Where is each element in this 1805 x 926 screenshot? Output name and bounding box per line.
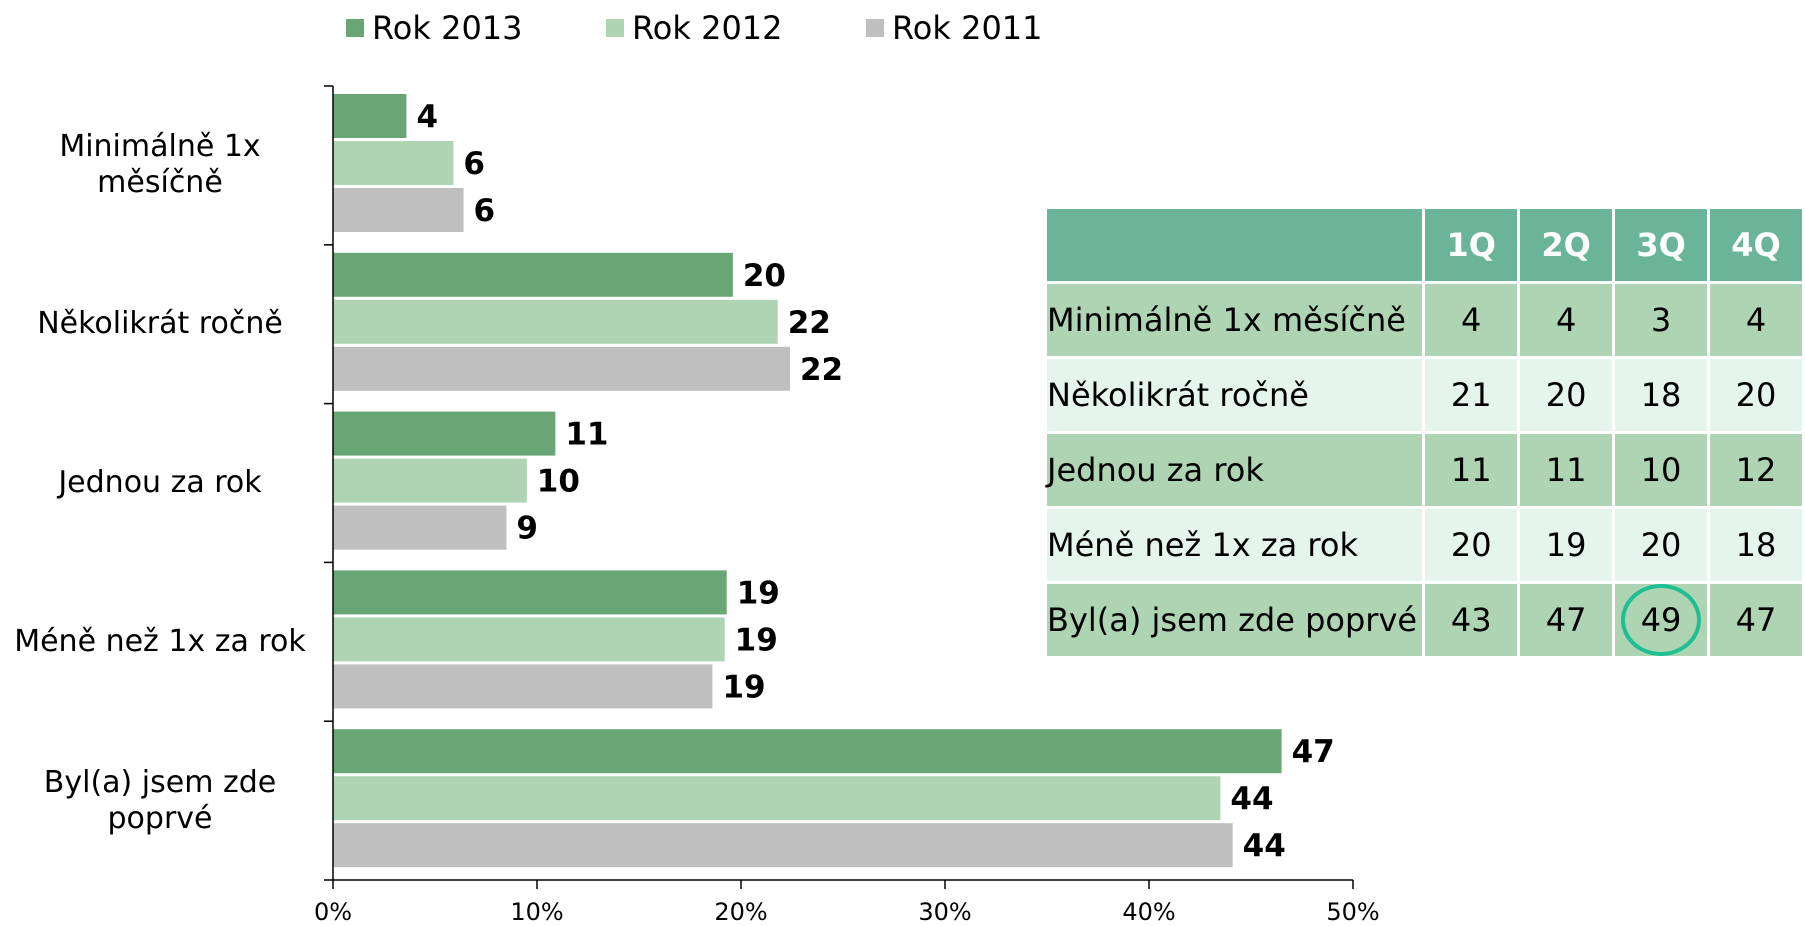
legend-item: Rok 2013 — [346, 8, 523, 48]
table-cell: 11 — [1422, 431, 1521, 509]
table-header-row: 1Q 2Q 3Q 4Q — [1043, 206, 1805, 284]
category-label: Několikrát ročně — [37, 306, 283, 342]
table-cell: 18 — [1707, 506, 1805, 584]
data-label: 19 — [735, 622, 778, 658]
data-label: 10 — [537, 464, 580, 500]
category-label: Jednou za rok — [58, 464, 262, 500]
category-label: Byl(a) jsem zde poprvé — [43, 764, 277, 836]
x-tick-label: 30% — [918, 898, 972, 926]
table-cell: 20 — [1422, 506, 1521, 584]
data-label: 20 — [743, 258, 786, 294]
bar — [333, 458, 527, 503]
legend-swatch — [606, 19, 624, 37]
table-header-3q: 3Q — [1612, 206, 1711, 284]
table-cell: 4 — [1422, 281, 1521, 359]
table-cell: 10 — [1612, 431, 1711, 509]
data-label: 9 — [516, 511, 538, 547]
table-row: Několikrát ročně 21 20 18 20 — [1043, 356, 1805, 434]
data-label: 11 — [565, 417, 608, 453]
table-row-label: Méně než 1x za rok — [1043, 506, 1426, 584]
category-label: Méně než 1x za rok — [14, 623, 306, 659]
x-tick-label: 10% — [510, 898, 564, 926]
table-row: Méně než 1x za rok 20 19 20 18 — [1043, 506, 1805, 584]
legend-label: Rok 2011 — [892, 9, 1043, 47]
table-cell: 3 — [1612, 281, 1711, 359]
table-cell: 11 — [1517, 431, 1616, 509]
table-cell: 20 — [1707, 356, 1805, 434]
x-tick-label: 0% — [313, 898, 353, 926]
table-row-label: Byl(a) jsem zde poprvé — [1043, 581, 1426, 659]
data-label: 19 — [737, 575, 780, 611]
bar — [333, 823, 1233, 868]
table-cell: 19 — [1517, 506, 1616, 584]
data-label: 22 — [788, 305, 831, 341]
x-tick-label: 40% — [1122, 898, 1176, 926]
table-cell: 47 — [1707, 581, 1805, 659]
table-cell: 47 — [1517, 581, 1616, 659]
table-header-1q: 1Q — [1422, 206, 1521, 284]
table-corner-cell — [1043, 206, 1426, 284]
legend-swatch — [346, 19, 364, 37]
table-row-label: Jednou za rok — [1043, 431, 1426, 509]
data-label: 6 — [474, 193, 496, 229]
highlight-circle — [1621, 584, 1702, 656]
x-tick-label: 50% — [1326, 898, 1380, 926]
bar — [333, 141, 454, 185]
data-label: 44 — [1243, 828, 1286, 864]
bar — [333, 299, 778, 344]
bar — [333, 188, 464, 232]
table-cell: 12 — [1707, 431, 1805, 509]
data-label: 47 — [1292, 734, 1335, 770]
table-row: Minimálně 1x měsíčně 4 4 3 4 — [1043, 281, 1805, 359]
bar — [333, 570, 727, 615]
data-label: 4 — [416, 99, 438, 135]
bar — [333, 776, 1221, 821]
table-cell: 4 — [1517, 281, 1616, 359]
bar — [333, 411, 556, 456]
table-cell-highlighted: 49 — [1612, 581, 1711, 659]
bar — [333, 252, 733, 297]
bar — [333, 617, 725, 662]
legend-label: Rok 2012 — [632, 9, 783, 47]
x-tick-label: 20% — [714, 898, 768, 926]
table-row-label: Minimálně 1x měsíčně — [1043, 281, 1426, 359]
table-row-label: Několikrát ročně — [1043, 356, 1426, 434]
legend-swatch — [866, 19, 884, 37]
data-label: 44 — [1230, 781, 1273, 817]
quarterly-table: 1Q 2Q 3Q 4Q Minimálně 1x měsíčně 4 4 3 4… — [1043, 206, 1805, 659]
table-header-2q: 2Q — [1517, 206, 1616, 284]
table-cell: 43 — [1422, 581, 1521, 659]
data-label: 19 — [722, 669, 765, 705]
bar — [333, 94, 407, 138]
table-cell: 18 — [1612, 356, 1711, 434]
bar — [333, 505, 507, 550]
legend-label: Rok 2013 — [372, 9, 523, 47]
category-label: Minimálně 1x měsíčně — [59, 129, 261, 201]
data-label: 6 — [463, 146, 485, 182]
legend-item: Rok 2011 — [866, 8, 1043, 48]
table-cell: 21 — [1422, 356, 1521, 434]
legend-item: Rok 2012 — [606, 8, 783, 48]
bar — [333, 664, 713, 709]
table-header-4q: 4Q — [1707, 206, 1805, 284]
table-cell: 4 — [1707, 281, 1805, 359]
data-label: 22 — [800, 352, 843, 388]
table-row: Jednou za rok 11 11 10 12 — [1043, 431, 1805, 509]
table-row: Byl(a) jsem zde poprvé 43 47 49 47 — [1043, 581, 1805, 659]
bar — [333, 729, 1282, 774]
table-cell: 20 — [1517, 356, 1616, 434]
table-cell: 20 — [1612, 506, 1711, 584]
bar — [333, 346, 790, 391]
